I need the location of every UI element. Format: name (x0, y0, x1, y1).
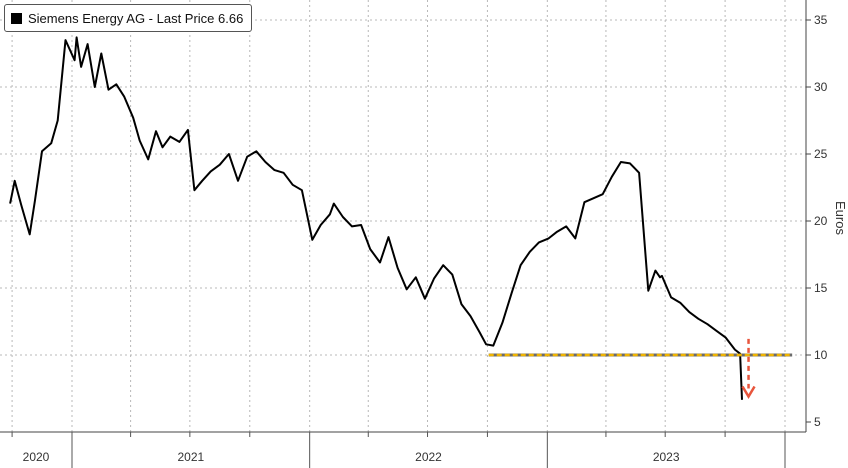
y-axis-title: Euros (833, 201, 848, 235)
x-tick-label: 2021 (177, 450, 204, 464)
y-tick-label: 10 (814, 348, 828, 362)
down-arrow-head (741, 385, 756, 399)
price-line (9, 36, 743, 400)
grid-lines (0, 0, 806, 432)
y-tick-label: 30 (814, 80, 828, 94)
series-layer (9, 36, 743, 400)
x-tick-label: 2023 (653, 450, 680, 464)
annotations-layer (488, 338, 793, 399)
y-tick-label: 20 (814, 214, 828, 228)
y-tick-label: 35 (814, 13, 828, 27)
y-axis-ticks: 5 10 15 20 25 30 35 (806, 13, 828, 429)
x-axis-ticks: 2020 2021 2022 2023 (11, 432, 786, 468)
legend-swatch-icon (11, 12, 22, 24)
y-tick-label: 25 (814, 147, 828, 161)
y-tick-label: 15 (814, 281, 828, 295)
legend-label: Siemens Energy AG - Last Price 6.66 (28, 10, 244, 26)
x-tick-label: 2022 (415, 450, 442, 464)
y-tick-label: 5 (814, 415, 821, 429)
x-tick-label: 2020 (23, 450, 50, 464)
legend: Siemens Energy AG - Last Price 6.66 (4, 4, 253, 32)
